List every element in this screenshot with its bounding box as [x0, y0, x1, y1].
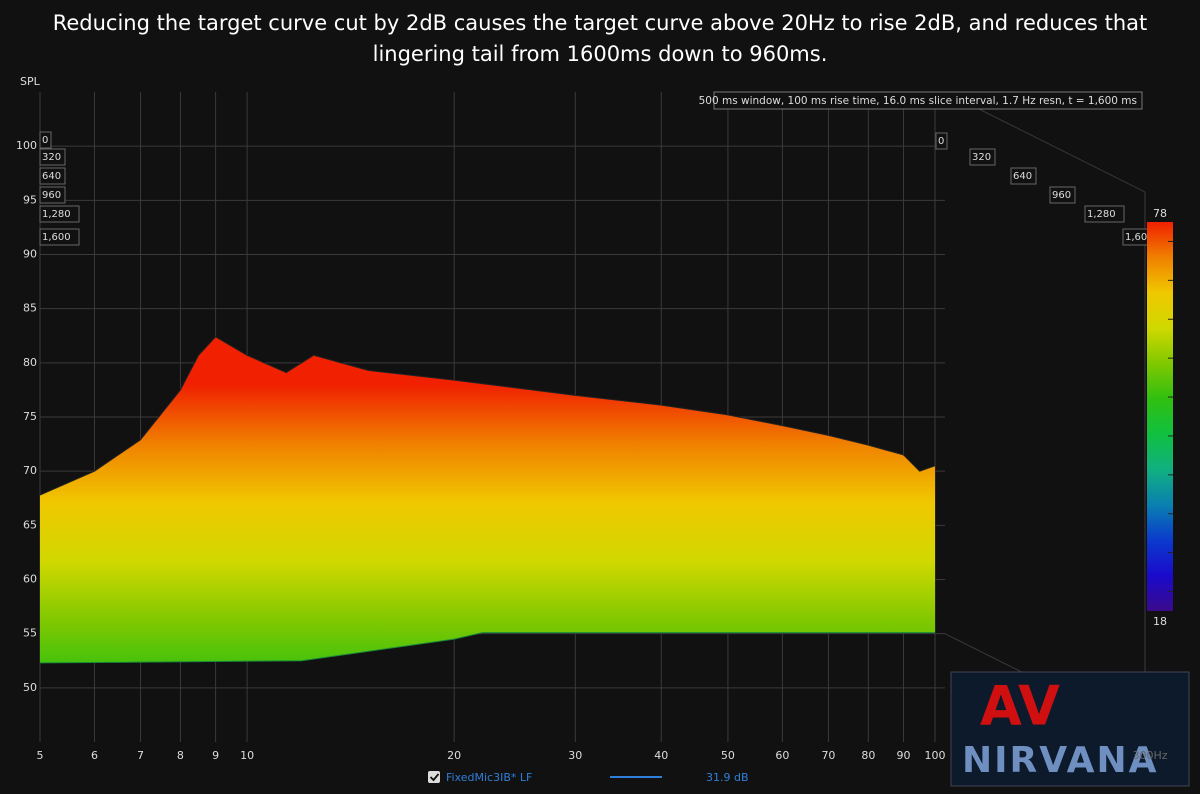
time-tick-box	[1049, 186, 1076, 204]
info-box	[713, 91, 1143, 110]
colorbar-tick-label: 33	[1177, 509, 1190, 520]
y-tick-label: 50	[23, 681, 37, 694]
colorbar-tick-label: 27	[1177, 548, 1190, 559]
watermark-text: NIRVANA	[962, 740, 1159, 781]
time-tick-box	[39, 186, 66, 204]
chart-title: Reducing the target curve cut by 2dB cau…	[52, 11, 1148, 66]
legend-value: 31.9 dB	[706, 771, 749, 784]
x-tick-label: 8	[177, 749, 184, 762]
time-tick-label: 0	[42, 135, 48, 146]
colorbar-tick-label: 57	[1177, 353, 1190, 364]
colorbar-max: 78	[1153, 207, 1167, 220]
x-tick-label: 80	[861, 749, 875, 762]
time-tick-box	[969, 148, 996, 166]
time-tick-label: 640	[42, 171, 61, 182]
x-tick-label: 90	[897, 749, 911, 762]
time-tick-box	[1010, 167, 1037, 185]
time-tick-box	[1084, 205, 1125, 223]
check-mark	[429, 773, 440, 782]
time-tick-label: 960	[42, 190, 61, 201]
time-tick-label: 320	[972, 152, 991, 163]
time-tick-box	[39, 167, 66, 185]
time-tick-label: 640	[1013, 171, 1032, 182]
colorbar-min: 18	[1153, 615, 1167, 628]
info-text: 500 ms window, 100 ms rise time, 16.0 ms…	[699, 95, 1137, 107]
colorbar	[1147, 222, 1173, 611]
x-tick-label: 70	[821, 749, 835, 762]
plot	[39, 336, 936, 664]
time-tick-label: 320	[42, 152, 61, 163]
x-tick-label: 60	[775, 749, 789, 762]
surface-floor-line	[39, 632, 935, 664]
legend-name[interactable]: FixedMic3IB* LF	[446, 771, 532, 784]
colorbar-tick-label: 69	[1177, 275, 1190, 286]
time-tick-label: 1,280	[1087, 209, 1116, 220]
x-tick-label: 10	[240, 749, 254, 762]
legend-checkbox[interactable]	[428, 771, 440, 783]
y-tick-label: 90	[23, 248, 37, 261]
time-tick-box	[935, 132, 948, 150]
y-tick-label: 60	[23, 573, 37, 586]
waterfall-surface	[40, 336, 935, 663]
surface-top-line	[39, 336, 936, 496]
time-tick-label: 1,600	[1125, 232, 1154, 243]
x-tick-label: 6	[91, 749, 98, 762]
time-tick-label: 1,600	[42, 232, 71, 243]
y-tick-label: 75	[23, 410, 37, 423]
colorbar-tick-label: 51	[1177, 392, 1190, 403]
y-tick-label: 85	[23, 302, 37, 315]
y-tick-label: 95	[23, 193, 37, 206]
x-tick-label: 50	[721, 749, 735, 762]
y-tick-label: 100	[16, 139, 37, 152]
x-tick-label: 20	[447, 749, 461, 762]
y-axis-label: SPL	[20, 75, 41, 88]
y-tick-label: 70	[23, 464, 37, 477]
colorbar-tick-label: 75	[1177, 236, 1190, 247]
time-tick-label: 960	[1052, 190, 1071, 201]
time-tick-label: 0	[938, 136, 944, 147]
x-tick-label: 30	[568, 749, 582, 762]
colorbar-tick-label: 63	[1177, 314, 1190, 325]
x-tick-label: 5	[37, 749, 44, 762]
x-tick-label: 40	[654, 749, 668, 762]
time-tick-box	[39, 205, 80, 223]
y-tick-label: 65	[23, 518, 37, 531]
x-tick-label: 7	[137, 749, 144, 762]
colorbar-tick-label: 21	[1177, 587, 1190, 598]
colorbar-tick-label: 39	[1177, 470, 1190, 481]
watermark: AV NIRVANA	[950, 671, 1190, 787]
x-tick-label: 100	[925, 749, 946, 762]
y-tick-label: 80	[23, 356, 37, 369]
y-tick-label: 55	[23, 627, 37, 640]
colorbar-tick-label: 45	[1177, 431, 1190, 442]
time-tick-box	[39, 148, 66, 166]
time-tick-box	[39, 228, 80, 246]
time-tick-label: 1,280	[42, 209, 71, 220]
time-tick-box	[39, 131, 52, 149]
x-end-label: 300Hz	[1132, 749, 1167, 762]
x-tick-label: 9	[212, 749, 219, 762]
watermark-box	[950, 671, 1190, 787]
watermark-mark: AV	[980, 675, 1060, 738]
